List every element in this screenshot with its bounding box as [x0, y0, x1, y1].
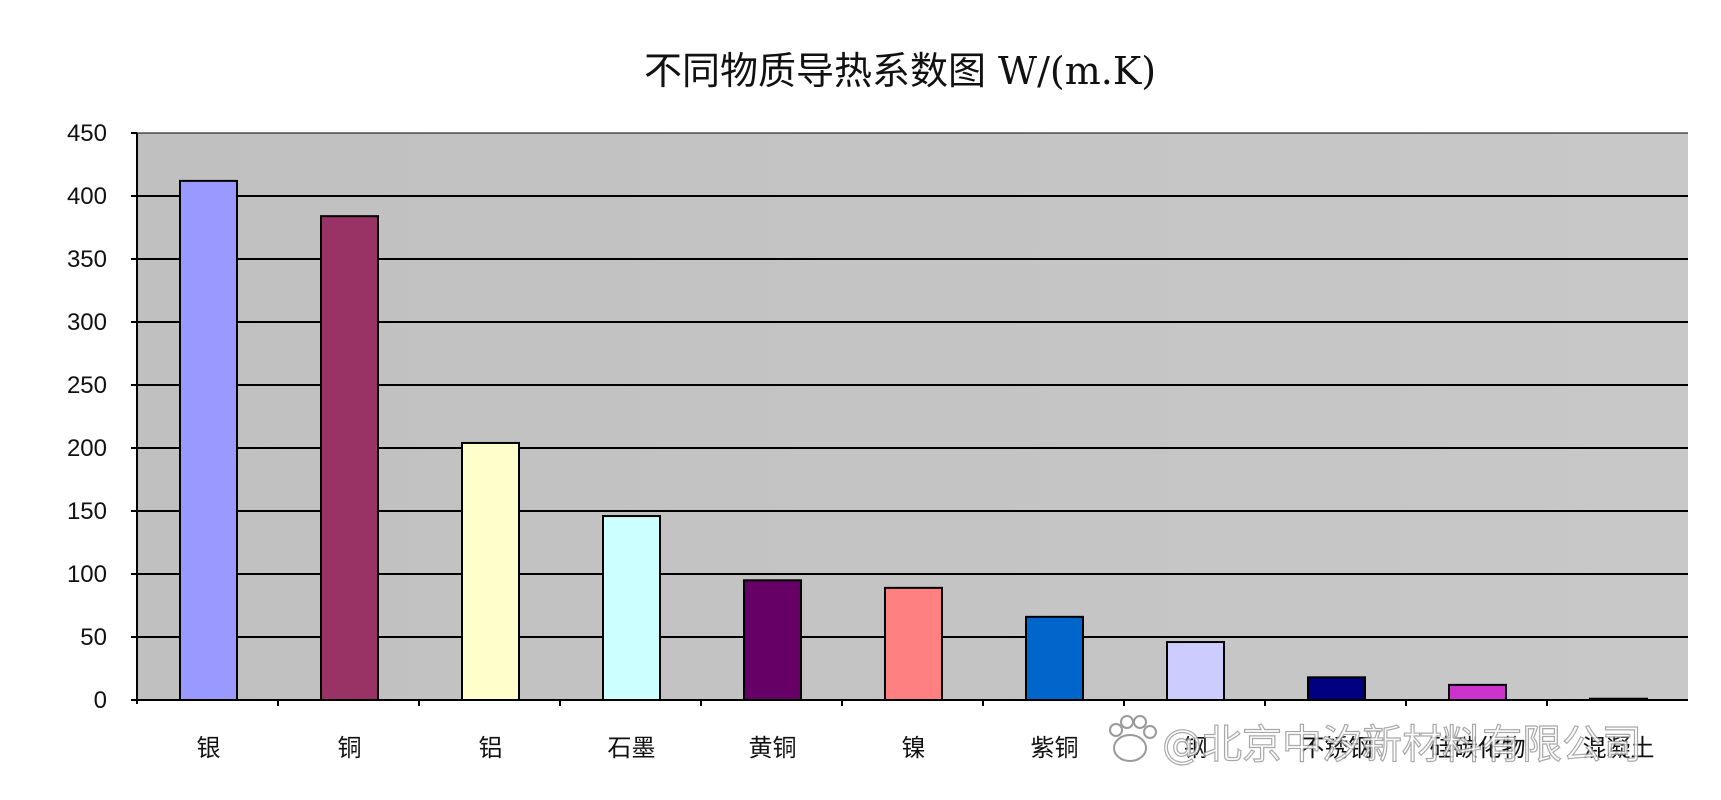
x-tick-label: 紫铜 [1031, 734, 1079, 762]
bar-1 [320, 215, 379, 701]
y-tick-label: 300 [67, 309, 107, 336]
x-tick-label: 硅碳化物 [1430, 734, 1526, 762]
x-tick-label: 铜 [338, 734, 362, 762]
bar-6 [1025, 615, 1084, 702]
x-tick-label: 银 [197, 734, 221, 762]
x-tick-label: 铝 [479, 734, 503, 762]
x-tick-label: 不锈钢 [1301, 734, 1373, 762]
bar-3 [602, 515, 661, 701]
x-tick-label: 镍 [902, 734, 926, 762]
y-tick-label: 400 [67, 183, 107, 210]
bar-10 [1589, 697, 1648, 701]
watermark-text: @北京中汐新材料有限公司 [1162, 722, 1642, 768]
x-tick-label: 黄铜 [749, 734, 797, 762]
paw-icon [1109, 715, 1157, 762]
bar-9 [1448, 683, 1507, 702]
y-tick-label: 450 [67, 120, 107, 147]
bar-2 [461, 441, 520, 701]
watermark: @北京中汐新材料有限公司 [1109, 715, 1643, 769]
chart-title: 不同物质导热系数图 W/(m.K) [644, 49, 1156, 93]
x-tick-label: 钢 [1184, 734, 1208, 762]
y-tick-label: 150 [67, 498, 107, 525]
bar-0 [179, 179, 238, 701]
y-tick-label: 100 [67, 561, 107, 588]
y-tick-label: 50 [80, 624, 107, 651]
y-tick-label: 250 [67, 372, 107, 399]
bar-5 [884, 586, 943, 701]
x-tick-label: 石墨 [608, 734, 656, 762]
bars [179, 179, 1648, 702]
bar-8 [1307, 676, 1366, 702]
bar-4 [743, 579, 802, 701]
y-tick-label: 200 [67, 435, 107, 462]
y-axis-ticks: 0 50 100 150 200 250 300 350 400 450 [67, 120, 137, 714]
y-tick-label: 350 [67, 246, 107, 273]
bar-7 [1166, 641, 1225, 701]
x-tick-label: 混凝土 [1583, 734, 1655, 762]
y-tick-label: 0 [94, 687, 107, 714]
x-axis-labels: 银 铜 铝 石墨 黄铜 镍 紫铜 钢 不锈钢 硅碳化物 混凝土 [197, 700, 1655, 762]
